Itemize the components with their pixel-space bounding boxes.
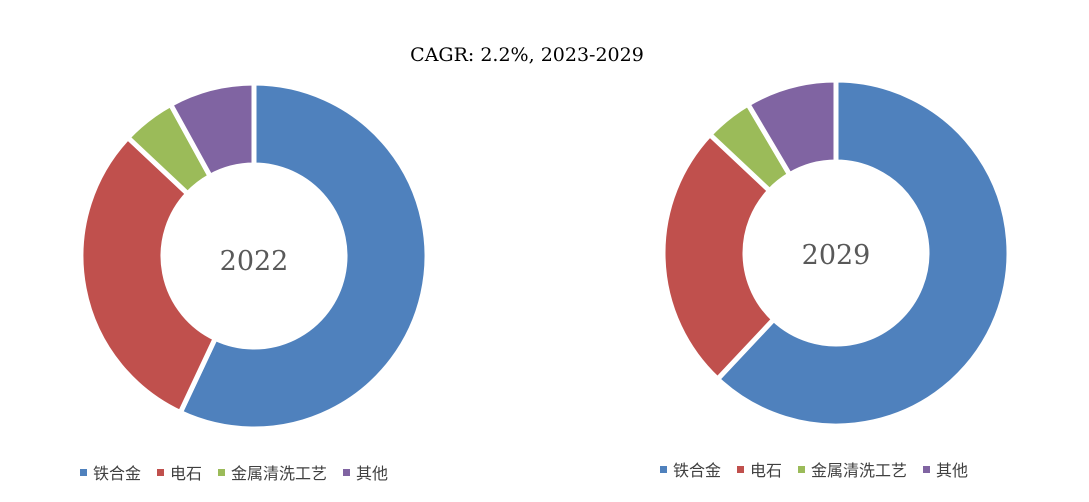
legend-item: 金属清洗工艺 xyxy=(218,460,327,484)
legend-swatch xyxy=(218,468,226,476)
donut-slice-4 xyxy=(167,80,257,180)
legend-swatch xyxy=(923,465,931,473)
donut-slice-1 xyxy=(714,77,1012,429)
legend-label: 铁合金 xyxy=(673,461,722,480)
legend-label: 其他 xyxy=(936,461,969,480)
legend-item: 铁合金 xyxy=(80,460,141,484)
donut-slice-1 xyxy=(177,80,430,432)
legend-item: 电石 xyxy=(737,457,782,481)
legend-swatch xyxy=(660,465,667,473)
legend-swatch xyxy=(157,468,165,476)
donut-slice-2 xyxy=(78,134,219,416)
legend-label: 电石 xyxy=(750,461,783,480)
donut-slice-2 xyxy=(660,131,778,383)
legend-swatch xyxy=(343,468,351,476)
legend-2022: 铁合金 电石 金属清洗工艺 其他 xyxy=(80,460,404,484)
chart-title: CAGR: 2.2%, 2023-2029 xyxy=(410,44,644,66)
legend-label: 金属清洗工艺 xyxy=(811,461,908,480)
legend-item: 金属清洗工艺 xyxy=(798,457,907,481)
legend-label: 其他 xyxy=(356,464,389,483)
donut-slice-4 xyxy=(744,77,839,179)
donut-chart-2022: 2022 xyxy=(78,80,430,432)
legend-swatch xyxy=(737,465,745,473)
legend-swatch xyxy=(798,465,806,473)
legend-item: 电石 xyxy=(157,460,202,484)
legend-item: 其他 xyxy=(343,460,388,484)
legend-2029: 铁合金 电石 金属清洗工艺 其他 xyxy=(660,457,984,481)
legend-item: 其他 xyxy=(923,457,968,481)
legend-label: 电石 xyxy=(170,464,203,483)
legend-label: 金属清洗工艺 xyxy=(231,464,328,483)
donut-chart-2029: 2029 xyxy=(660,77,1012,429)
center-label-2022: 2022 xyxy=(220,246,289,277)
legend-label: 铁合金 xyxy=(93,464,142,483)
legend-swatch xyxy=(80,468,87,476)
legend-item: 铁合金 xyxy=(660,457,721,481)
center-label-2029: 2029 xyxy=(802,240,871,271)
